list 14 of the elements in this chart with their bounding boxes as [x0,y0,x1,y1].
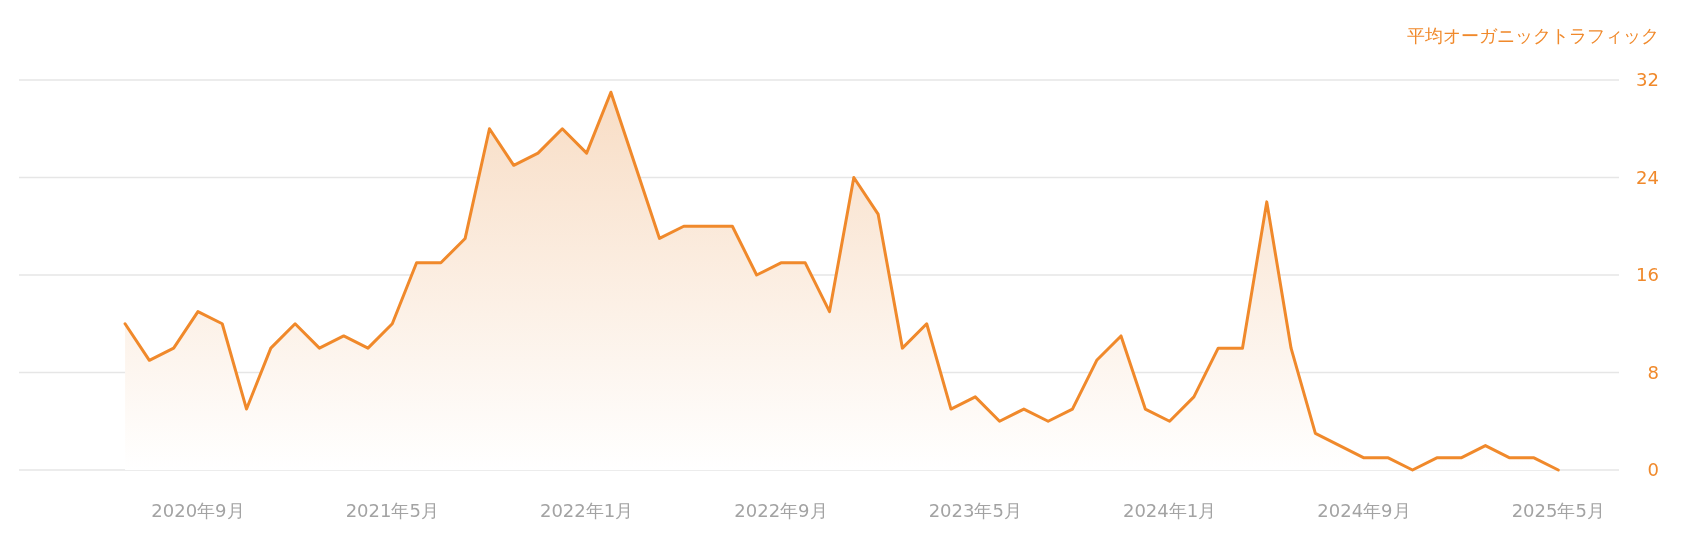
y-tick-label: 8 [1647,361,1659,383]
y-axis-title: 平均オーガニックトラフィック [1407,25,1659,46]
x-tick-label: 2025年5月 [1511,500,1605,521]
y-tick-label: 16 [1636,264,1659,286]
x-tick-label: 2024年9月 [1317,500,1411,521]
x-tick-label: 2022年1月 [539,500,634,521]
x-tick-label: 2023年5月 [928,500,1022,521]
x-tick-label: 2022年9月 [734,500,828,521]
x-tick-label: 2024年1月 [1122,500,1217,521]
x-tick-label: 2020年9月 [151,500,245,521]
y-tick-label: 0 [1647,459,1659,481]
x-tick-label: 2021年5月 [345,500,439,521]
y-tick-label: 32 [1636,69,1659,91]
y-tick-label: 24 [1636,166,1659,188]
